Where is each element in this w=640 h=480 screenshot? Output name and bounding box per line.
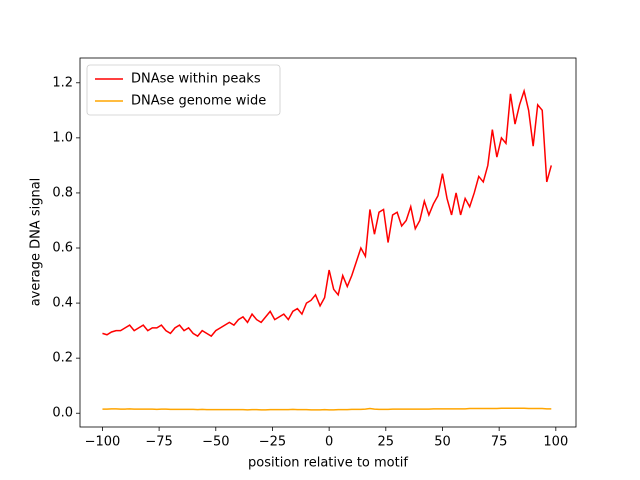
x-tick-label: −75 — [145, 435, 172, 450]
y-axis-label: average DNA signal — [29, 178, 44, 307]
x-tick-label: 50 — [434, 435, 451, 450]
x-tick-label: −25 — [259, 435, 286, 450]
x-tick-label: −50 — [202, 435, 229, 450]
y-tick-label: 1.2 — [52, 75, 73, 90]
series-line — [102, 407, 552, 411]
y-tick-label: 0.6 — [52, 241, 73, 256]
x-axis-label: position relative to motif — [248, 456, 408, 471]
y-tick-label: 0.8 — [52, 185, 73, 200]
x-tick-label: 0 — [325, 435, 333, 450]
series-line — [102, 88, 553, 338]
x-tick-label: 75 — [491, 435, 508, 450]
plot-frame — [79, 57, 577, 428]
y-tick-label: 0.0 — [52, 406, 73, 421]
x-tick-label: −100 — [85, 435, 121, 450]
legend-label: DNAse genome wide — [131, 94, 266, 109]
y-tick-label: 1.0 — [52, 130, 73, 145]
legend-label: DNAse within peaks — [131, 72, 261, 87]
y-tick-label: 0.2 — [52, 351, 73, 366]
legend-box — [86, 64, 281, 116]
x-tick-label: 25 — [378, 435, 395, 450]
x-tick-label: 100 — [543, 435, 568, 450]
y-tick-label: 0.4 — [52, 296, 73, 311]
